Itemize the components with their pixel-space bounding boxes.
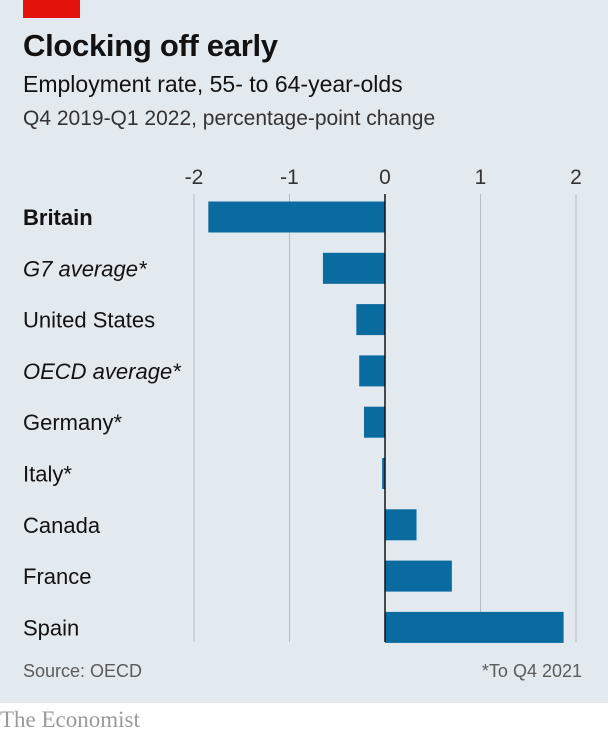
- category-label: United States: [23, 308, 155, 333]
- category-label: Spain: [23, 615, 79, 640]
- bar: [385, 560, 452, 592]
- category-label: Canada: [23, 513, 101, 538]
- category-label: G7 average*: [23, 256, 148, 281]
- x-tick-label: -2: [185, 166, 204, 189]
- bar: [208, 201, 385, 233]
- brand-logo-text: The Economist: [0, 707, 140, 732]
- x-tick-label: 2: [570, 166, 582, 189]
- bar: [382, 458, 385, 489]
- bar: [359, 355, 385, 387]
- bar: [363, 406, 385, 438]
- footnote: *To Q4 2021: [481, 661, 582, 681]
- x-tick-labels: -2 -1 0 1 2: [185, 166, 582, 189]
- bar: [356, 304, 385, 336]
- bar-chart: -2 -1 0 1 2 Britain G7 average* United States O…: [23, 166, 582, 643]
- category-labels: Britain G7 average* United States OECD aver…: [23, 205, 182, 640]
- chart-title: Clocking off early: [23, 28, 278, 63]
- bars: [208, 201, 564, 643]
- brand-red-tab: [23, 0, 80, 18]
- category-label: Germany*: [23, 410, 122, 435]
- bar: [385, 611, 564, 643]
- grid-lines: [193, 194, 577, 642]
- chart-subsubtitle: Q4 2019-Q1 2022, percentage-point change: [23, 107, 436, 130]
- x-tick-label: 1: [475, 166, 487, 189]
- bar: [322, 252, 385, 284]
- category-label: Britain: [23, 205, 93, 230]
- chart-panel: [0, 0, 608, 703]
- source-note: Source: OECD: [23, 661, 143, 681]
- category-label: OECD average*: [23, 359, 182, 384]
- chart-subtitle: Employment rate, 55- to 64-year-olds: [23, 71, 403, 97]
- x-tick-label: 0: [379, 166, 391, 189]
- category-label: Italy*: [23, 462, 72, 487]
- category-label: France: [23, 564, 91, 589]
- bar: [385, 509, 417, 541]
- x-tick-label: -1: [280, 166, 299, 189]
